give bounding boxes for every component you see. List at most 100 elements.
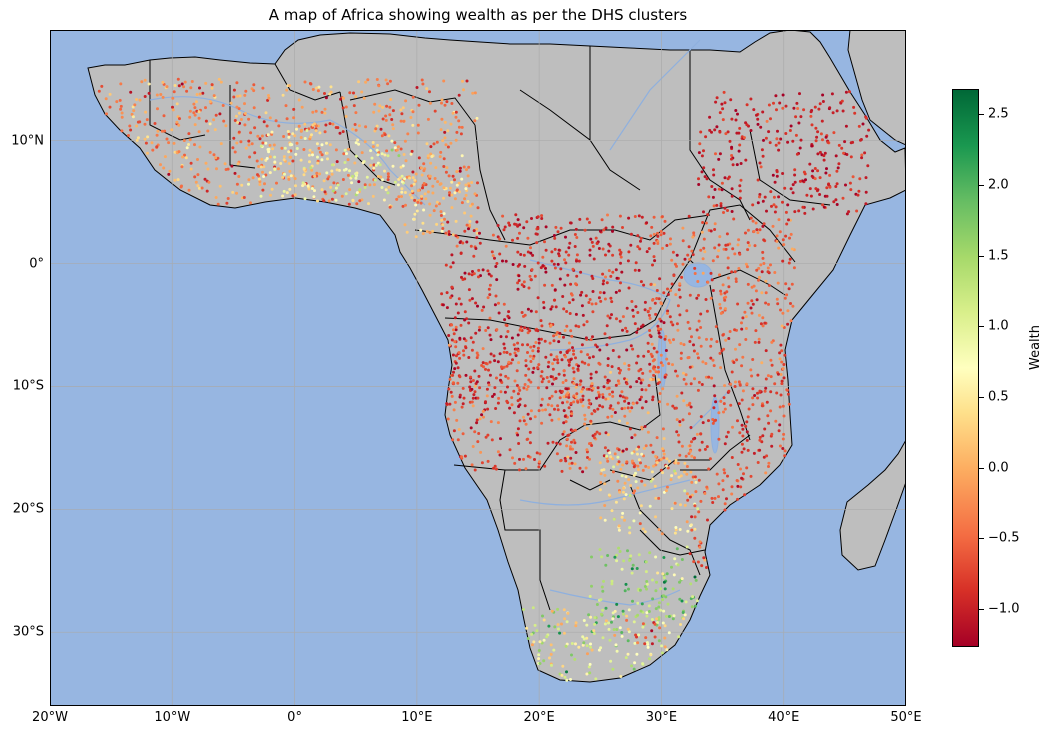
dhs-cluster-point [758,161,762,165]
dhs-cluster-point [663,219,667,223]
colorbar-tick-label: 2.5 [988,106,1009,122]
dhs-cluster-point [506,385,509,389]
dhs-cluster-point [539,319,543,323]
dhs-cluster-point [508,448,512,452]
dhs-cluster-point [765,209,768,213]
dhs-cluster-point [475,227,478,231]
dhs-cluster-point [379,175,383,179]
dhs-cluster-point [383,169,386,173]
dhs-cluster-point [432,209,436,213]
dhs-cluster-point [252,83,256,87]
dhs-cluster-point [580,343,584,347]
dhs-cluster-point [533,623,537,627]
dhs-cluster-point [719,289,723,293]
dhs-cluster-point [442,157,446,161]
dhs-cluster-point [670,507,674,511]
dhs-cluster-point [380,152,384,156]
dhs-cluster-point [786,322,790,326]
dhs-cluster-point [495,278,499,282]
dhs-cluster-point [293,134,297,138]
dhs-cluster-point [308,160,311,164]
dhs-cluster-point [480,308,484,312]
dhs-cluster-point [352,104,356,108]
dhs-cluster-point [780,360,784,364]
dhs-cluster-point [516,399,520,403]
dhs-cluster-point [513,379,517,383]
dhs-cluster-point [643,308,647,312]
dhs-cluster-point [529,360,533,363]
dhs-cluster-point [451,233,455,237]
dhs-cluster-point [700,383,704,386]
dhs-cluster-point [781,93,785,97]
dhs-cluster-point [526,454,530,458]
dhs-cluster-point [627,401,631,405]
dhs-cluster-point [408,193,412,197]
dhs-cluster-point [810,123,814,127]
dhs-cluster-point [703,175,707,179]
dhs-cluster-point [478,241,482,245]
dhs-cluster-point [603,504,607,507]
dhs-cluster-point [821,93,825,97]
dhs-cluster-point [778,101,782,105]
dhs-cluster-point [120,115,124,119]
dhs-cluster-point [578,466,582,470]
dhs-cluster-point [590,555,593,559]
dhs-cluster-point [328,143,332,147]
dhs-cluster-point [628,494,632,497]
dhs-cluster-point [461,402,465,406]
dhs-cluster-point [655,461,659,465]
dhs-cluster-point [722,402,726,406]
dhs-cluster-point [471,270,474,273]
dhs-cluster-point [610,509,614,513]
dhs-cluster-point [212,153,216,157]
dhs-cluster-point [697,336,701,340]
dhs-cluster-point [428,213,432,217]
dhs-cluster-point [764,301,768,305]
dhs-cluster-point [617,382,621,385]
dhs-cluster-point [603,446,607,450]
dhs-cluster-point [821,138,824,142]
dhs-cluster-point [287,177,291,181]
dhs-cluster-point [756,396,760,400]
dhs-cluster-point [481,347,485,351]
dhs-cluster-point [583,228,587,232]
dhs-cluster-point [698,540,702,544]
dhs-cluster-point [561,381,565,384]
dhs-cluster-point [293,193,297,197]
dhs-cluster-point [675,322,679,326]
dhs-cluster-point [336,126,340,130]
dhs-cluster-point [662,580,666,584]
dhs-cluster-point [779,373,783,376]
dhs-cluster-point [734,347,737,351]
dhs-cluster-point [143,122,147,126]
dhs-cluster-point [703,447,707,451]
dhs-cluster-point [494,407,498,410]
dhs-cluster-point [740,450,744,454]
dhs-cluster-point [550,283,554,287]
dhs-cluster-point [621,226,624,229]
colorbar-tick-mark [979,255,984,257]
dhs-cluster-point [671,323,675,327]
dhs-cluster-point [465,79,469,83]
dhs-cluster-point [736,484,740,488]
dhs-cluster-point [337,168,341,172]
dhs-cluster-point [637,377,641,380]
dhs-cluster-point [701,421,705,425]
dhs-cluster-point [395,197,399,201]
dhs-cluster-point [530,643,534,647]
dhs-cluster-point [238,94,242,98]
dhs-cluster-point [487,383,491,387]
dhs-cluster-point [596,386,600,390]
dhs-cluster-point [633,433,637,437]
dhs-cluster-point [687,412,691,416]
dhs-cluster-point [611,617,615,621]
dhs-cluster-point [857,124,861,128]
dhs-cluster-point [792,266,796,270]
dhs-cluster-point [713,128,717,132]
dhs-cluster-point [631,308,635,312]
dhs-cluster-point [782,414,786,418]
dhs-cluster-point [683,503,687,507]
dhs-cluster-point [450,285,454,289]
dhs-cluster-point [478,417,482,421]
dhs-cluster-point [251,176,255,180]
